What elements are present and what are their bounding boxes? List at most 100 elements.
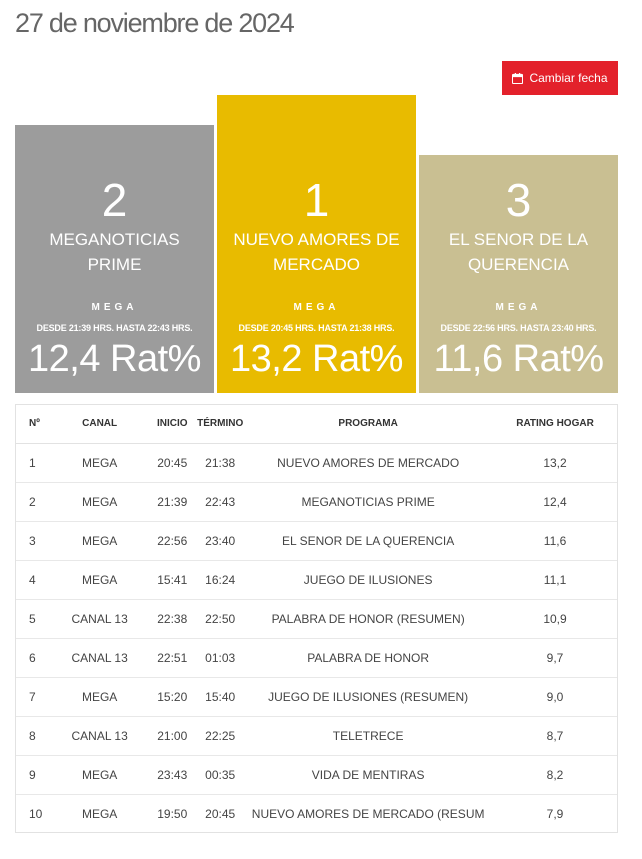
row-rating: 8,7 <box>493 716 617 756</box>
row-number: 8 <box>16 716 52 756</box>
header-rating: RATING HOGAR <box>493 405 617 444</box>
row-inicio: 15:20 <box>147 677 198 717</box>
row-inicio: 19:50 <box>157 806 188 821</box>
table-row: 9 MEGA 23:43 00:35 VIDA DE MENTIRAS 8,2 <box>16 755 617 795</box>
table-row: 4 MEGA 15:41 16:24 JUEGO DE ILUSIONES 11,1 <box>16 560 617 600</box>
table-row: 1 MEGA 20:45 21:38 NUEVO AMORES DE MERCADO 13… <box>16 443 617 483</box>
row-number: 1 <box>16 443 52 483</box>
table-row: 3 MEGA 22:56 23:40 EL SENOR DE LA QUERENCIA 1… <box>16 521 617 561</box>
row-termino: 22:50 <box>197 599 244 639</box>
row-inicio: 22:51 <box>147 638 198 678</box>
podium-times: DESDE 22:56 HRS. HASTA 23:40 HRS. <box>440 323 597 333</box>
calendar-icon <box>512 72 524 84</box>
header-canal: CANAL <box>51 405 148 444</box>
row-termino: 21:38 <box>197 443 244 483</box>
podium-rating: 12,4 Rat% <box>28 338 201 380</box>
podium-rank: 2 <box>101 174 128 226</box>
row-number: 3 <box>16 521 52 561</box>
table-row: 7 MEGA 15:20 15:40 JUEGO DE ILUSIONES (RESUM… <box>16 677 617 717</box>
row-programa: MEGANOTICIAS PRIME <box>243 482 494 522</box>
row-termino: 00:35 <box>197 755 244 795</box>
row-programa: PALABRA DE HONOR <box>243 638 494 678</box>
row-programa: TELETRECE <box>243 716 494 756</box>
row-rating: 8,2 <box>493 755 617 795</box>
row-programa: NUEVO AMORES DE MERCADO (RESUM <box>251 806 485 821</box>
podium-program: NUEVO AMORES DE MERCADO <box>233 230 400 274</box>
row-canal: MEGA <box>51 677 148 717</box>
row-number: 4 <box>16 560 52 600</box>
row-programa: JUEGO DE ILUSIONES (RESUMEN) <box>243 677 494 717</box>
podium-program: EL SENOR DE LA QUERENCIA <box>448 230 589 274</box>
row-inicio: 22:56 <box>147 521 198 561</box>
row-number: 7 <box>16 677 52 717</box>
ratings-table: Nº CANAL INICIO TÉRMINO PROGRAMA RATING … <box>16 405 617 833</box>
row-termino: 23:40 <box>197 521 244 561</box>
podium-rating: 11,6 Rat% <box>433 338 604 380</box>
podium-channel: MEGA <box>91 302 138 313</box>
row-canal: MEGA <box>51 560 148 600</box>
row-rating: 12,4 <box>493 482 617 522</box>
row-rating: 9,0 <box>493 677 617 717</box>
podium-rank: 3 <box>505 174 532 226</box>
row-rating: 11,1 <box>493 560 617 600</box>
podium-times: DESDE 21:39 HRS. HASTA 22:43 HRS. <box>36 323 193 333</box>
row-inicio: 15:41 <box>147 560 198 600</box>
row-canal: CANAL 13 <box>51 716 148 756</box>
row-programa: PALABRA DE HONOR (RESUMEN) <box>243 599 494 639</box>
row-number: 5 <box>16 599 52 639</box>
row-termino: 16:24 <box>197 560 244 600</box>
podium-first: 1 NUEVO AMORES DE MERCADO MEGA DESDE 20:… <box>217 95 416 393</box>
row-rating: 9,7 <box>493 638 617 678</box>
row-inicio: 22:38 <box>147 599 198 639</box>
row-termino: 22:43 <box>197 482 244 522</box>
row-canal: MEGA <box>51 482 148 522</box>
row-number: 2 <box>16 482 52 522</box>
row-canal: MEGA <box>51 755 148 795</box>
ratings-table-container: Nº CANAL INICIO TÉRMINO PROGRAMA RATING … <box>15 404 618 833</box>
podium-times: DESDE 20:45 HRS. HASTA 21:38 HRS. <box>238 323 395 333</box>
header-no: Nº <box>16 405 52 444</box>
change-date-label: Cambiar fecha <box>529 71 608 85</box>
row-inicio: 21:39 <box>147 482 198 522</box>
podium-rating: 13,2 Rat% <box>230 338 403 380</box>
table-row: 5 CANAL 13 22:38 22:50 PALABRA DE HONOR (RES… <box>16 599 617 639</box>
podium-program: MEGANOTICIAS PRIME <box>49 230 180 274</box>
podium-channel: MEGA <box>293 302 340 313</box>
row-inicio: 21:00 <box>147 716 198 756</box>
row-programa: VIDA DE MENTIRAS <box>243 755 494 795</box>
row-canal: MEGA <box>51 521 148 561</box>
row-number: 6 <box>16 638 52 678</box>
row-number: 10 <box>29 806 43 821</box>
row-canal: CANAL 13 <box>51 638 148 678</box>
row-termino: 22:25 <box>197 716 244 756</box>
table-row: 2 MEGA 21:39 22:43 MEGANOTICIAS PRIME 12,4 <box>16 482 617 522</box>
row-rating: 13,2 <box>493 443 617 483</box>
row-programa: NUEVO AMORES DE MERCADO <box>243 443 494 483</box>
row-canal: MEGA <box>81 806 118 821</box>
row-rating: 7,9 <box>546 806 564 821</box>
podium-rank: 1 <box>303 174 330 226</box>
podium-channel: MEGA <box>495 302 542 313</box>
row-rating: 10,9 <box>493 599 617 639</box>
header-termino: TÉRMINO <box>197 405 244 444</box>
row-programa: JUEGO DE ILUSIONES <box>243 560 494 600</box>
table-row: 10 MEGA 19:50 20:45 NUEVO AMORES DE MERCADO … <box>16 794 617 833</box>
row-inicio: 20:45 <box>147 443 198 483</box>
header-inicio: INICIO <box>147 405 198 444</box>
header-programa: PROGRAMA <box>243 405 494 444</box>
table-row: 6 CANAL 13 22:51 01:03 PALABRA DE HONOR 9,7 <box>16 638 617 678</box>
row-inicio: 23:43 <box>147 755 198 795</box>
table-header-row: Nº CANAL INICIO TÉRMINO PROGRAMA RATING … <box>16 405 617 444</box>
podium-third: 3 EL SENOR DE LA QUERENCIA MEGA DESDE 22… <box>419 155 618 393</box>
change-date-button[interactable]: Cambiar fecha <box>502 61 618 95</box>
row-termino: 01:03 <box>197 638 244 678</box>
row-canal: MEGA <box>51 443 148 483</box>
row-termino: 20:45 <box>205 806 236 821</box>
row-programa: EL SENOR DE LA QUERENCIA <box>243 521 494 561</box>
row-canal: CANAL 13 <box>51 599 148 639</box>
podium-second: 2 MEGANOTICIAS PRIME MEGA DESDE 21:39 HR… <box>15 125 214 393</box>
row-number: 9 <box>16 755 52 795</box>
page-title: 27 de noviembre de 2024 <box>15 8 295 38</box>
row-termino: 15:40 <box>197 677 244 717</box>
row-rating: 11,6 <box>493 521 617 561</box>
